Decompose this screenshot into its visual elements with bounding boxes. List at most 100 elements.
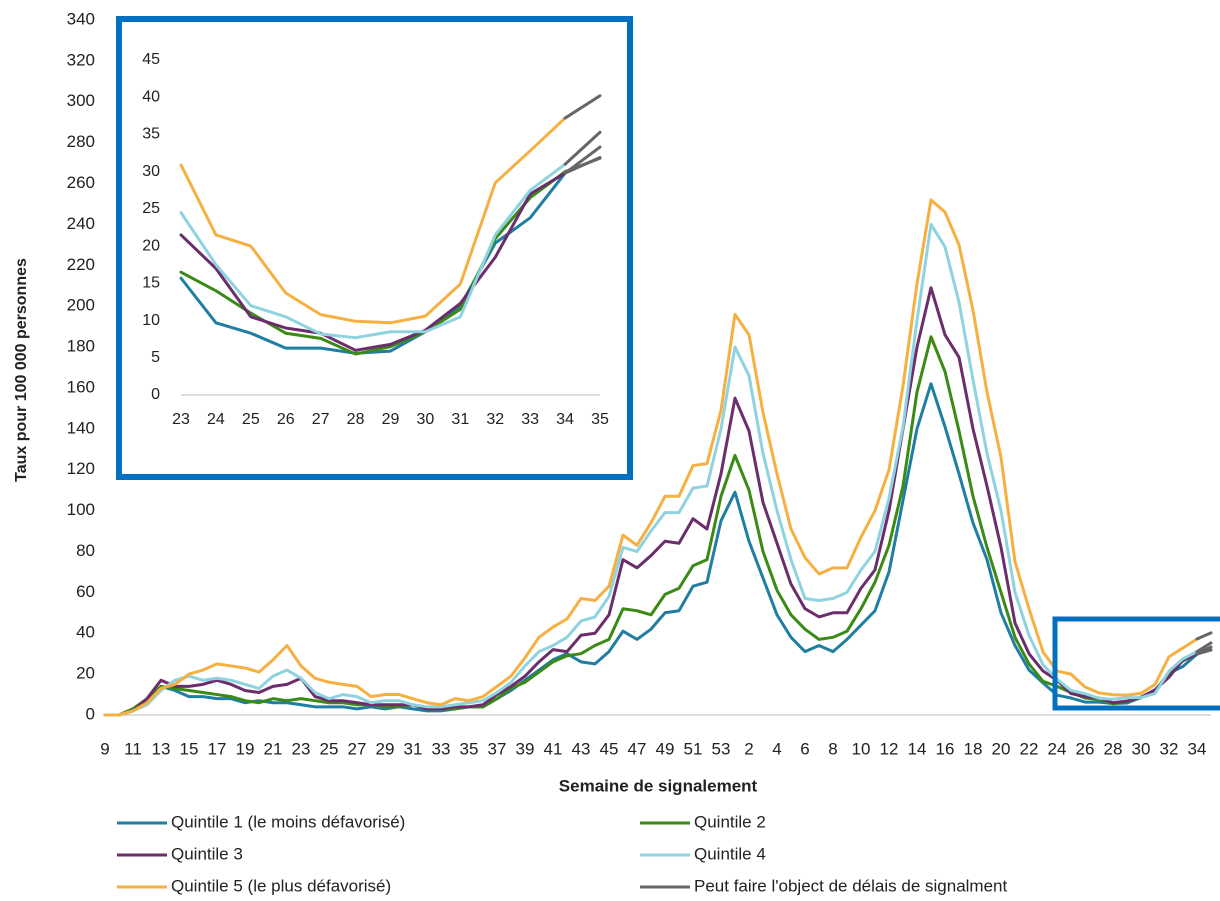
x-tick-label: 13: [152, 739, 171, 758]
legend-label: Quintile 4: [694, 844, 766, 863]
y-axis-title: Taux pour 100 000 personnes: [13, 258, 30, 482]
zoom-marker: [1052, 616, 1220, 711]
y-tick-label: 30: [142, 163, 160, 180]
y-tick-label: 0: [151, 386, 160, 403]
x-tick-label: 34: [556, 411, 574, 428]
x-tick-label: 49: [656, 739, 675, 758]
x-tick-label: 24: [207, 411, 225, 428]
series-line: [103, 286, 1199, 717]
x-tick-label: 34: [1188, 739, 1207, 758]
y-tick-label: 260: [67, 173, 95, 192]
x-tick-label: 18: [964, 739, 983, 758]
y-tick-label: 5: [151, 349, 160, 366]
x-tick-label: 41: [544, 739, 563, 758]
y-tick-label: 40: [142, 88, 160, 105]
x-tick-label: 47: [628, 739, 647, 758]
y-tick-label: 60: [76, 582, 95, 601]
zoom-box: [1052, 616, 1220, 711]
x-tick-label: 15: [180, 739, 199, 758]
y-tick-label: 120: [67, 459, 95, 478]
x-tick-label: 11: [124, 739, 142, 758]
y-tick-label: 180: [67, 337, 95, 356]
x-tick-label: 51: [684, 739, 703, 758]
y-tick-label: 200: [67, 296, 95, 315]
x-tick-label: 28: [347, 411, 365, 428]
y-tick-label: 100: [67, 500, 95, 519]
x-tick-label: 25: [242, 411, 260, 428]
x-tick-label: 16: [936, 739, 955, 758]
x-tick-label: 43: [572, 739, 591, 758]
series-line: [103, 222, 1199, 717]
x-tick-label: 35: [591, 411, 609, 428]
x-tick-label: 4: [772, 739, 781, 758]
x-tick-label: 32: [486, 411, 504, 428]
x-tick-label: 8: [828, 739, 837, 758]
delayed-line: [1195, 645, 1213, 656]
legend-label: Quintile 1 (le moins défavorisé): [171, 812, 405, 831]
x-tick-label: 32: [1160, 739, 1179, 758]
series-line: [103, 335, 1199, 717]
y-tick-label: 80: [76, 541, 95, 560]
x-tick-label: 31: [451, 411, 469, 428]
x-tick-label: 24: [1048, 739, 1067, 758]
x-tick-label: 26: [1076, 739, 1095, 758]
legend-label: Quintile 2: [694, 812, 766, 831]
y-tick-label: 15: [142, 275, 160, 292]
x-tick-label: 33: [521, 411, 539, 428]
x-tick-label: 10: [852, 739, 871, 758]
x-tick-label: 53: [712, 739, 731, 758]
y-tick-label: 20: [76, 664, 95, 683]
x-tick-label: 30: [417, 411, 435, 428]
x-tick-label: 29: [382, 411, 400, 428]
series-line: [103, 382, 1199, 717]
x-tick-label: 17: [208, 739, 227, 758]
delayed-line: [1195, 641, 1213, 654]
x-tick-label: 33: [432, 739, 451, 758]
y-tick-label: 340: [67, 9, 95, 28]
x-tick-label: 2: [744, 739, 753, 758]
delayed-line: [1195, 631, 1213, 641]
x-tick-label: 20: [992, 739, 1011, 758]
x-tick-label: 14: [908, 739, 927, 758]
series-line: [103, 198, 1199, 717]
x-tick-label: 6: [800, 739, 809, 758]
y-tick-label: 35: [142, 126, 160, 143]
y-tick-label: 300: [67, 91, 95, 110]
delayed-line: [563, 130, 602, 166]
x-tick-label: 45: [600, 739, 619, 758]
x-tick-label: 28: [1104, 739, 1123, 758]
x-axis-title: Semaine de signalement: [559, 776, 758, 795]
x-tick-label: 37: [488, 739, 507, 758]
x-tick-label: 23: [292, 739, 311, 758]
y-tick-label: 45: [142, 51, 160, 68]
x-tick-label: 26: [277, 411, 295, 428]
legend-label: Quintile 3: [171, 844, 243, 863]
x-tick-label: 35: [460, 739, 479, 758]
main-chart: 0204060801001201401601802002202402602803…: [13, 9, 1213, 895]
x-tick-label: 31: [404, 739, 423, 758]
x-tick-label: 39: [516, 739, 535, 758]
x-tick-label: 27: [348, 739, 367, 758]
x-tick-label: 9: [100, 739, 109, 758]
series-line: [179, 171, 567, 352]
y-tick-label: 0: [86, 704, 95, 723]
y-tick-label: 40: [76, 623, 95, 642]
x-tick-label: 25: [320, 739, 339, 758]
x-tick-label: 22: [1020, 739, 1039, 758]
x-tick-label: 12: [880, 739, 899, 758]
y-tick-label: 140: [67, 418, 95, 437]
y-tick-label: 220: [67, 255, 95, 274]
x-tick-label: 21: [264, 739, 283, 758]
inset-chart: 0 5 10 15 20 25 30 35 40 45 23 24 25 26 27 28 29 30 31 32 33…: [116, 16, 633, 480]
delayed-line: [563, 145, 602, 175]
delayed-line: [563, 94, 602, 120]
legend-label: Peut faire l'object de délais de signalm…: [694, 876, 1007, 895]
legend-label: Quintile 5 (le plus défavorisé): [171, 876, 391, 895]
x-tick-label: 23: [172, 411, 190, 428]
y-tick-label: 10: [142, 312, 160, 329]
x-tick-label: 27: [312, 411, 330, 428]
y-tick-label: 280: [67, 132, 95, 151]
series-line: [179, 171, 567, 355]
y-tick-label: 20: [142, 237, 160, 254]
